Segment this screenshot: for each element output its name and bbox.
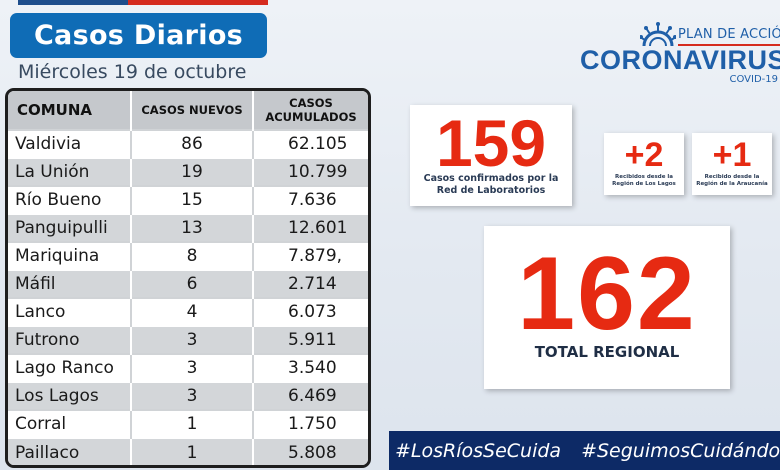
coronavirus-plan-logo: PLAN DE ACCIÓN CORONAVIRUS COVID-19 [578,20,780,90]
cell-casos-nuevos: 1 [131,437,254,465]
cell-casos-nuevos: 19 [131,157,254,186]
total-regional-card: 162 TOTAL REGIONAL [484,226,730,389]
logo-plan-text: PLAN DE ACCIÓN [678,27,780,42]
table-row: Máfil 6 2.714 [8,269,368,298]
hashtag-los-rios: #LosRíosSeCuida [395,439,562,462]
cell-comuna: Máfil [8,269,132,298]
table-row: Río Bueno 15 7.636 [8,185,368,214]
cell-comuna: Valdivia [8,129,132,158]
table-row: La Unión 19 10.799 [8,157,368,186]
cell-casos-nuevos: 86 [131,129,254,158]
virus-icon [640,22,676,47]
logo-covid-text: COVID-19 [729,74,778,85]
cell-casos-acumulados: 1.750 [253,409,368,438]
araucania-card: +1 Recibido desde la Región de la Araucan… [692,133,772,195]
col-header-acumulados: CASOS ACUMULADOS [253,91,368,130]
flag-stripe-blue [18,0,128,5]
cell-comuna: Mariquina [8,241,132,270]
cell-casos-nuevos: 15 [131,185,254,214]
logo-brand-text: CORONAVIRUS [580,45,780,75]
cell-comuna: Futrono [8,325,132,354]
flag-stripe-red [128,0,268,5]
cell-comuna: Corral [8,409,132,438]
cases-table: COMUNA CASOS NUEVOS CASOS ACUMULADOS Val… [5,88,371,468]
total-regional-value: 162 [517,236,697,352]
table-row: Lago Ranco 3 3.540 [8,353,368,382]
cell-comuna: Lago Ranco [8,353,132,382]
los-lagos-value: +2 [624,136,664,174]
lab-cases-value: 159 [435,106,547,180]
table-row: Valdivia 86 62.105 [8,129,368,158]
hashtag-bar: #LosRíosSeCuida #SeguimosCuidándonos [389,431,780,470]
cell-casos-acumulados: 6.469 [253,381,368,410]
cell-comuna: Río Bueno [8,185,132,214]
cell-casos-acumulados: 62.105 [253,129,368,158]
table-row: Lanco 4 6.073 [8,297,368,326]
lab-cases-label: Casos confirmados por la Red de Laborator… [423,173,559,196]
cell-casos-nuevos: 1 [131,409,254,438]
cell-casos-acumulados: 10.799 [253,157,368,186]
cell-casos-acumulados: 3.540 [253,353,368,382]
table-header-row: COMUNA CASOS NUEVOS CASOS ACUMULADOS [8,91,368,130]
cell-casos-acumulados: 6.073 [253,297,368,326]
flag-stripe [18,0,268,5]
cell-casos-nuevos: 3 [131,325,254,354]
table-row: Paillaco 1 5.808 [8,437,368,465]
col-header-acumulados-line2: ACUMULADOS [265,110,357,124]
cell-casos-acumulados: 7.636 [253,185,368,214]
cell-comuna: Panguipulli [8,213,132,242]
table-row: Los Lagos 3 6.469 [8,381,368,410]
col-header-acumulados-line1: CASOS [289,96,333,110]
col-header-nuevos: CASOS NUEVOS [131,91,254,130]
los-lagos-card: +2 Recibidos desde la Región de Los Lagos [604,133,684,195]
title-banner: Casos Diarios [10,13,267,58]
cell-casos-nuevos: 8 [131,241,254,270]
cell-casos-nuevos: 13 [131,213,254,242]
cell-casos-acumulados: 5.808 [253,437,368,465]
cell-casos-acumulados: 2.714 [253,269,368,298]
cell-casos-nuevos: 3 [131,381,254,410]
cell-casos-nuevos: 3 [131,353,254,382]
cell-casos-nuevos: 6 [131,269,254,298]
cell-casos-nuevos: 4 [131,297,254,326]
lab-cases-card: 159 Casos confirmados por la Red de Labor… [410,105,572,206]
table-row: Mariquina 8 7.879, [8,241,368,270]
cell-casos-acumulados: 12.601 [253,213,368,242]
araucania-label: Recibido desde la Región de la Araucanía [696,174,768,187]
cell-casos-acumulados: 7.879, [253,241,368,270]
cell-comuna: Paillaco [8,437,132,465]
cell-casos-acumulados: 5.911 [253,325,368,354]
table-row: Corral 1 1.750 [8,409,368,438]
cell-comuna: Lanco [8,297,132,326]
table-row: Futrono 3 5.911 [8,325,368,354]
table-row: Panguipulli 13 12.601 [8,213,368,242]
los-lagos-label: Recibidos desde la Región de Los Lagos [612,174,676,187]
page-title: Casos Diarios [33,20,244,51]
araucania-value: +1 [712,136,752,174]
logo-divider [678,44,780,46]
hashtag-seguimos: #SeguimosCuidándonos [581,439,780,462]
cell-comuna: Los Lagos [8,381,132,410]
cell-comuna: La Unión [8,157,132,186]
total-regional-label: TOTAL REGIONAL [534,343,680,361]
report-date: Miércoles 19 de octubre [18,61,247,83]
col-header-comuna: COMUNA [8,91,132,130]
